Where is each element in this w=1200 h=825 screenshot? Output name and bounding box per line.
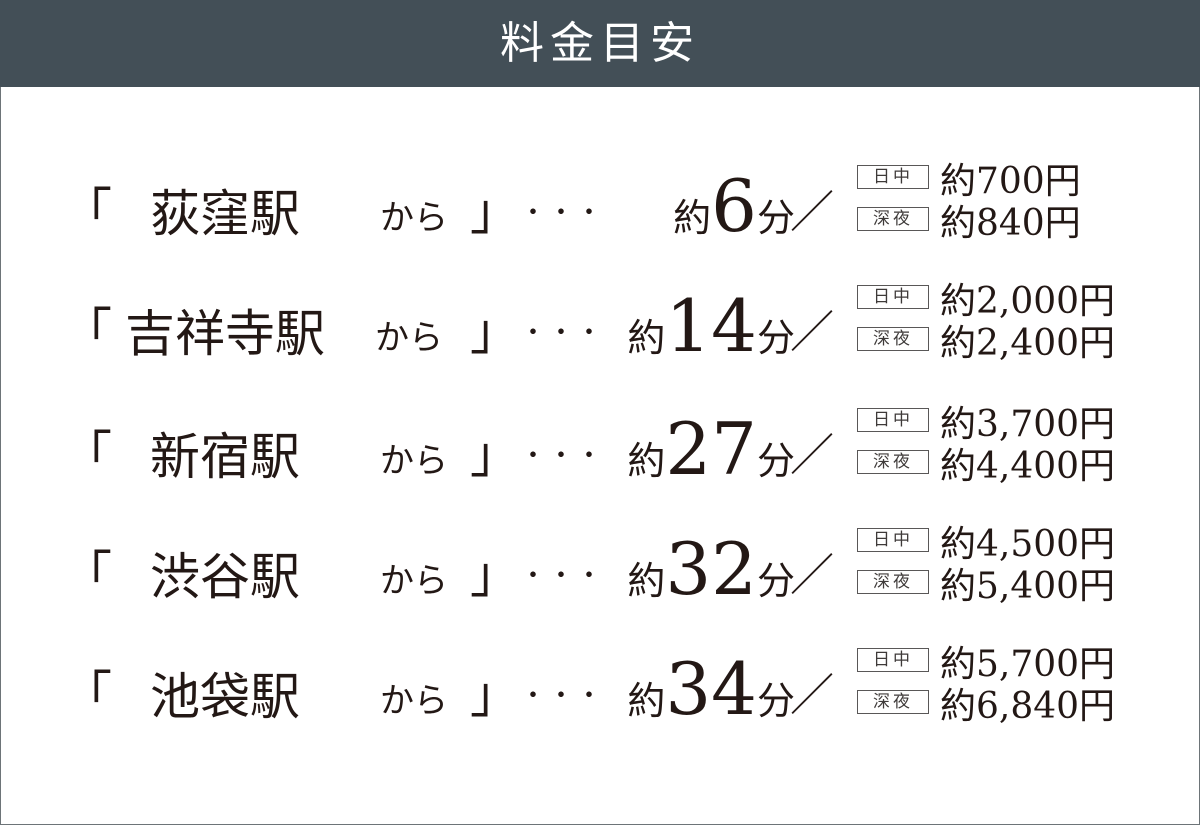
travel-time: 約6分	[673, 164, 795, 248]
night-price: 約6,840円	[940, 686, 1116, 727]
daytime-badge: 日中	[857, 285, 929, 309]
daytime-price: 約700円	[940, 161, 1081, 202]
fare-row: 「 渋谷駅 から 」 ・・・ 約32分 ／ 日中 約4,500円 深夜 約5,4…	[0, 513, 1200, 633]
station-name: 荻窪駅	[150, 185, 300, 243]
approx-label: 約	[673, 196, 712, 240]
night-price: 約4,400円	[940, 446, 1116, 487]
approx-label: 約	[627, 316, 666, 360]
from-label: から	[380, 198, 448, 238]
night-price: 約5,400円	[940, 566, 1116, 607]
close-bracket: 」	[470, 546, 520, 604]
close-bracket: 」	[470, 666, 520, 724]
open-bracket: 「	[62, 183, 112, 241]
daytime-price: 約5,700円	[940, 644, 1116, 685]
open-bracket: 「	[62, 426, 112, 484]
station-name: 新宿駅	[150, 428, 300, 486]
daytime-badge: 日中	[857, 165, 929, 189]
dots: ・・・	[520, 318, 605, 348]
night-badge: 深夜	[857, 327, 929, 351]
daytime-badge: 日中	[857, 528, 929, 552]
daytime-price: 約2,000円	[940, 281, 1116, 322]
open-bracket: 「	[62, 303, 112, 361]
minutes-unit: 分	[756, 196, 795, 240]
from-label: から	[380, 561, 448, 601]
daytime-price: 約3,700円	[940, 404, 1116, 445]
dots: ・・・	[520, 198, 605, 228]
close-bracket: 」	[470, 426, 520, 484]
slash: ／	[790, 307, 834, 358]
minutes-unit: 分	[756, 439, 795, 483]
from-label: から	[380, 441, 448, 481]
minutes-value: 27	[665, 407, 757, 491]
dots: ・・・	[520, 561, 605, 591]
night-price: 約840円	[940, 203, 1081, 244]
fare-row: 「 荻窪駅 から 」 ・・・ 約6分 ／ 日中 約700円 深夜 約840円	[0, 150, 1200, 270]
daytime-badge: 日中	[857, 648, 929, 672]
fare-row: 「 池袋駅 から 」 ・・・ 約34分 ／ 日中 約5,700円 深夜 約6,8…	[0, 633, 1200, 753]
station-name: 渋谷駅	[150, 548, 300, 606]
dots: ・・・	[520, 681, 605, 711]
minutes-value: 6	[711, 164, 757, 248]
travel-time: 約27分	[627, 407, 795, 491]
approx-label: 約	[627, 679, 666, 723]
fare-row: 「 吉祥寺駅 から 」 ・・・ 約14分 ／ 日中 約2,000円 深夜 約2,…	[0, 270, 1200, 390]
minutes-unit: 分	[756, 679, 795, 723]
dots: ・・・	[520, 441, 605, 471]
night-price: 約2,400円	[940, 323, 1116, 364]
daytime-price: 約4,500円	[940, 524, 1116, 565]
travel-time: 約14分	[627, 284, 795, 368]
travel-time: 約32分	[627, 527, 795, 611]
daytime-badge: 日中	[857, 408, 929, 432]
minutes-unit: 分	[756, 316, 795, 360]
fare-row: 「 新宿駅 から 」 ・・・ 約27分 ／ 日中 約3,700円 深夜 約4,4…	[0, 393, 1200, 513]
from-label: から	[375, 318, 443, 358]
minutes-unit: 分	[756, 559, 795, 603]
slash: ／	[790, 187, 834, 238]
slash: ／	[790, 550, 834, 601]
minutes-value: 34	[665, 647, 757, 731]
page-title: 料金目安	[0, 0, 1200, 87]
night-badge: 深夜	[857, 207, 929, 231]
night-badge: 深夜	[857, 450, 929, 474]
minutes-value: 32	[665, 527, 757, 611]
station-name: 吉祥寺駅	[125, 305, 325, 363]
minutes-value: 14	[665, 284, 757, 368]
station-name: 池袋駅	[150, 668, 300, 726]
slash: ／	[790, 670, 834, 721]
slash: ／	[790, 430, 834, 481]
close-bracket: 」	[470, 183, 520, 241]
travel-time: 約34分	[627, 647, 795, 731]
from-label: から	[380, 681, 448, 721]
open-bracket: 「	[62, 546, 112, 604]
night-badge: 深夜	[857, 690, 929, 714]
night-badge: 深夜	[857, 570, 929, 594]
approx-label: 約	[627, 439, 666, 483]
approx-label: 約	[627, 559, 666, 603]
close-bracket: 」	[470, 303, 520, 361]
open-bracket: 「	[62, 666, 112, 724]
